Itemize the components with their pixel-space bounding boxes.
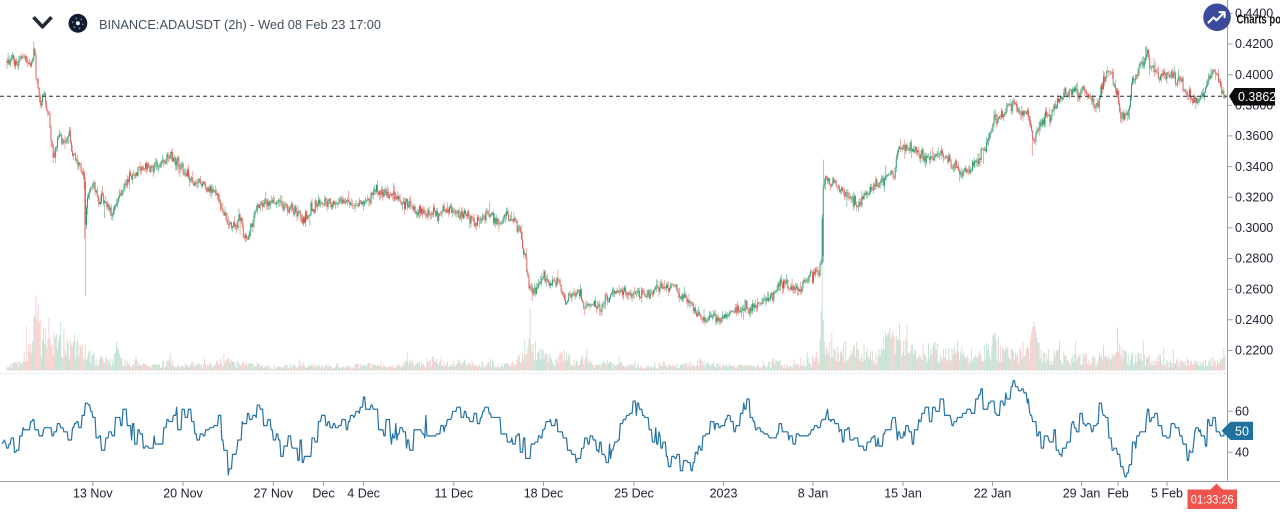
svg-text:5 Feb: 5 Feb bbox=[1151, 487, 1183, 501]
svg-text:18 Dec: 18 Dec bbox=[524, 487, 564, 501]
svg-text:0.3862: 0.3862 bbox=[1238, 90, 1276, 104]
svg-text:15 Jan: 15 Jan bbox=[884, 487, 922, 501]
svg-text:2023: 2023 bbox=[710, 487, 738, 501]
svg-text:60: 60 bbox=[1235, 405, 1249, 419]
svg-text:01:33:26: 01:33:26 bbox=[1191, 493, 1234, 507]
svg-text:0.4200: 0.4200 bbox=[1235, 37, 1273, 51]
svg-text:0.2600: 0.2600 bbox=[1235, 282, 1273, 296]
svg-text:8 Jan: 8 Jan bbox=[798, 487, 829, 501]
svg-text:11 Dec: 11 Dec bbox=[434, 487, 473, 501]
svg-text:27 Nov: 27 Nov bbox=[253, 487, 293, 501]
svg-text:0.3600: 0.3600 bbox=[1235, 129, 1273, 143]
svg-text:0.3200: 0.3200 bbox=[1235, 190, 1273, 204]
svg-text:0.2400: 0.2400 bbox=[1235, 313, 1273, 327]
svg-text:29 Jan: 29 Jan bbox=[1063, 487, 1101, 501]
svg-text:0.2800: 0.2800 bbox=[1235, 252, 1273, 266]
svg-text:13 Nov: 13 Nov bbox=[73, 487, 113, 501]
svg-text:50: 50 bbox=[1235, 424, 1249, 438]
svg-text:0.3400: 0.3400 bbox=[1235, 160, 1273, 174]
svg-text:22 Jan: 22 Jan bbox=[974, 487, 1012, 501]
svg-text:0.3000: 0.3000 bbox=[1235, 221, 1273, 235]
svg-text:0.2200: 0.2200 bbox=[1235, 344, 1273, 358]
svg-text:BINANCE:ADAUSDT (2h) - Wed 08: BINANCE:ADAUSDT (2h) - Wed 08 Feb 23 17:… bbox=[99, 17, 381, 32]
svg-text:0.4000: 0.4000 bbox=[1235, 68, 1273, 82]
svg-text:Dec: Dec bbox=[312, 487, 334, 501]
svg-text:4 Dec: 4 Dec bbox=[347, 487, 380, 501]
svg-text:20 Nov: 20 Nov bbox=[163, 487, 203, 501]
svg-text:40: 40 bbox=[1235, 446, 1249, 460]
svg-text:Charts pow: Charts pow bbox=[1237, 12, 1280, 27]
svg-text:25 Dec: 25 Dec bbox=[614, 487, 654, 501]
svg-text:Feb: Feb bbox=[1107, 487, 1129, 501]
